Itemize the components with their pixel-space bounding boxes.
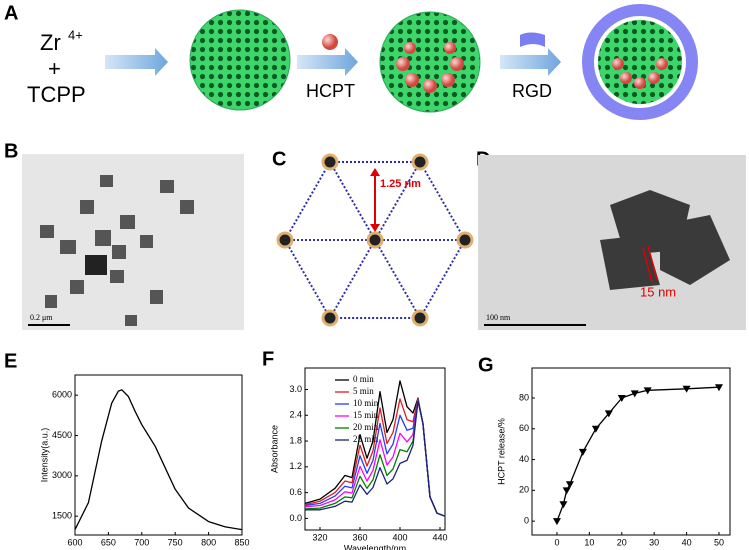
- linker: TCPP: [27, 82, 86, 107]
- size-mark: [642, 247, 653, 283]
- series-line: [305, 400, 446, 517]
- x-tick-label: 440: [432, 532, 447, 542]
- arrow: [105, 48, 168, 76]
- metal: Zr: [40, 30, 61, 55]
- x-tick-label: 50: [714, 537, 724, 547]
- panel-label: A: [4, 2, 18, 24]
- marker: [604, 410, 613, 418]
- x-tick-label: 850: [234, 537, 249, 547]
- size-mark: [647, 245, 658, 281]
- y-tick-label: 1.8: [289, 435, 302, 445]
- legend-label: 15 min: [353, 410, 379, 420]
- drug-ring: [612, 58, 668, 89]
- legend-label: 10 min: [353, 398, 379, 408]
- x-tick-label: 400: [392, 532, 407, 542]
- particles: [600, 190, 730, 290]
- drug-label: HCPT: [306, 81, 355, 101]
- y-tick-label: 20: [519, 485, 529, 495]
- distance-label: 1.25 nm: [380, 178, 421, 190]
- x-tick-label: 360: [352, 532, 367, 542]
- y-axis-label: Absorbance: [269, 425, 279, 473]
- x-tick-label: 600: [67, 537, 82, 547]
- legend-label: 25 min: [353, 434, 379, 444]
- peptide-label: RGD: [512, 81, 552, 101]
- marker: [682, 385, 691, 393]
- scale-label: 100 nm: [486, 313, 511, 322]
- panel-c: C 1.25 nm: [272, 148, 474, 327]
- x-tick-label: 10: [584, 537, 594, 547]
- marker: [559, 501, 568, 509]
- y-tick-label: 80: [519, 392, 529, 402]
- arrow: [297, 48, 358, 76]
- y-tick-label: 3000: [52, 470, 72, 480]
- panel-d: D 15 nm 100 nm: [476, 148, 746, 330]
- panel-label: F: [262, 348, 274, 370]
- x-tick-label: 40: [682, 537, 692, 547]
- scheme: A Zr 4+ + TCPP HCPT RGD: [4, 2, 698, 120]
- y-tick-label: 2.4: [289, 410, 302, 420]
- x-tick-label: 0: [554, 537, 559, 547]
- panel-b: B 0.2 μm: [4, 140, 244, 330]
- coated-sphere: [598, 20, 682, 104]
- y-tick-label: 40: [519, 454, 529, 464]
- y-tick-label: 1500: [52, 511, 72, 521]
- peptide-icon: [520, 32, 545, 47]
- y-tick-label: 3.0: [289, 384, 302, 394]
- y-tick-label: 0.0: [289, 513, 302, 523]
- x-tick-label: 650: [101, 537, 116, 547]
- y-tick-label: 0.6: [289, 487, 302, 497]
- x-tick-label: 800: [201, 537, 216, 547]
- y-tick-label: 60: [519, 423, 529, 433]
- plot-frame: [74, 374, 243, 536]
- y-tick-label: 1.2: [289, 461, 302, 471]
- panel-label: E: [4, 350, 17, 372]
- plot-frame: [304, 367, 446, 531]
- marker: [562, 487, 571, 495]
- arrow: [500, 48, 561, 76]
- loaded-sphere: [379, 11, 481, 113]
- marker: [591, 425, 600, 433]
- marker: [714, 384, 723, 392]
- marker: [552, 518, 561, 526]
- panel-label: G: [478, 354, 494, 376]
- y-tick-label: 6000: [52, 390, 72, 400]
- tem-image: [22, 154, 244, 330]
- plus: +: [48, 56, 61, 81]
- marker: [630, 390, 639, 398]
- x-axis-label: Wavelength(nm): [126, 548, 192, 550]
- y-axis-label: HCPT release/%: [496, 418, 506, 485]
- size-label: 15 nm: [640, 284, 676, 299]
- plot-frame: [531, 367, 731, 536]
- x-tick-label: 750: [168, 537, 183, 547]
- series-line: [556, 386, 720, 522]
- marker: [643, 387, 652, 395]
- drug-icon: [322, 34, 338, 50]
- x-tick-label: 20: [617, 537, 627, 547]
- marker: [565, 481, 574, 489]
- x-tick-label: 700: [134, 537, 149, 547]
- panel-label: B: [4, 140, 18, 162]
- marker: [578, 448, 587, 456]
- panel-label: C: [272, 148, 286, 170]
- scale-label: 0.2 μm: [30, 313, 53, 322]
- series-line: [74, 389, 243, 531]
- legend-label: 20 min: [353, 422, 379, 432]
- y-tick-label: 0: [524, 516, 529, 526]
- particles: [40, 175, 194, 326]
- x-tick-label: 320: [312, 532, 327, 542]
- drug-ring: [396, 42, 464, 93]
- marker: [617, 395, 626, 403]
- charge: 4+: [68, 27, 83, 42]
- x-axis-label: Wavelength/nm: [344, 543, 406, 550]
- y-axis-label: Intensity(a.u.): [39, 428, 49, 483]
- x-axis-label: Time/h: [617, 548, 644, 550]
- y-tick-label: 4500: [52, 430, 72, 440]
- legend-label: 5 min: [353, 386, 374, 396]
- x-tick-label: 30: [649, 537, 659, 547]
- clusters: [276, 153, 474, 327]
- legend-label: 0 min: [353, 374, 374, 384]
- mof-sphere: [189, 9, 291, 111]
